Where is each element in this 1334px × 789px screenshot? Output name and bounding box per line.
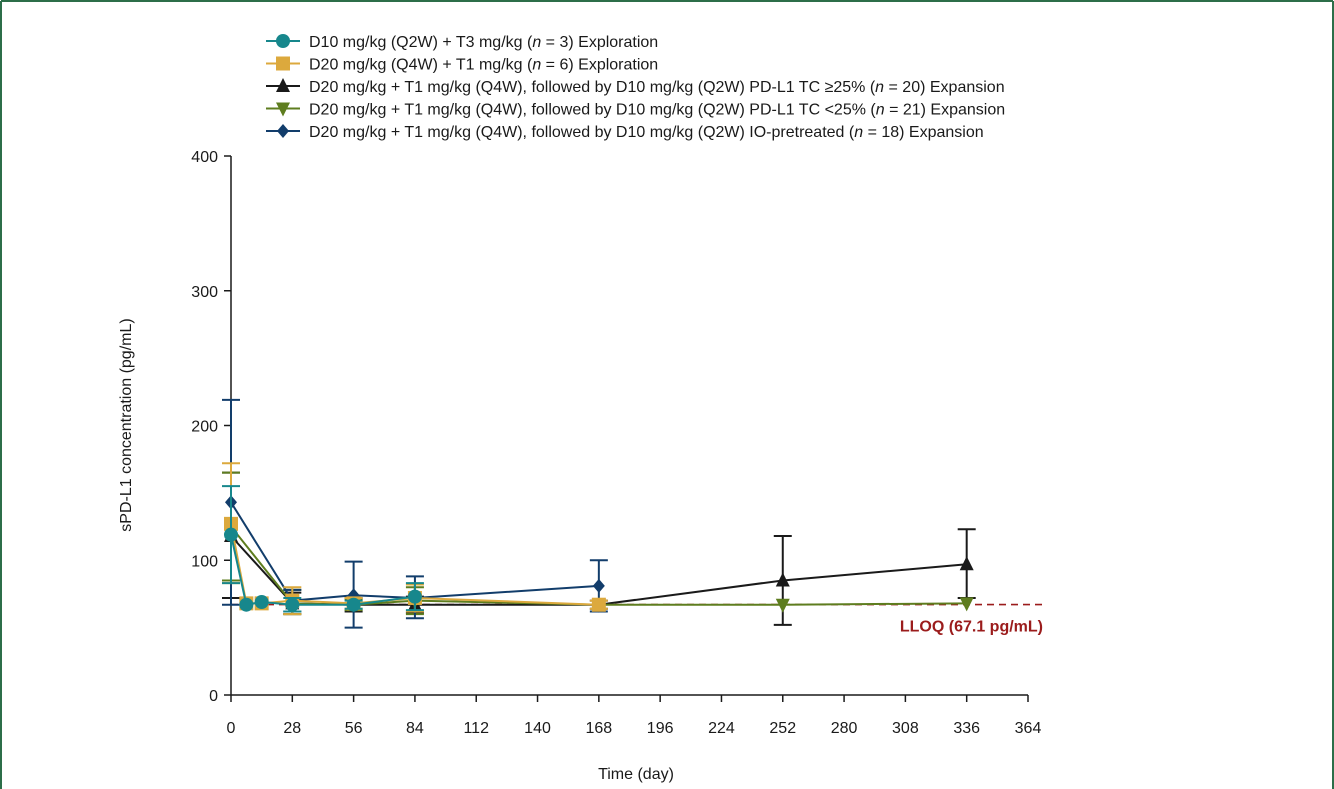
legend-label: D20 mg/kg + T1 mg/kg (Q4W), followed by … bbox=[309, 79, 1005, 96]
data-point bbox=[775, 572, 790, 587]
x-tick-label: 168 bbox=[585, 720, 612, 737]
data-point bbox=[346, 597, 361, 612]
axes: 0 100 200 300 400 0 28 56 84 112 140 168 196 224 252 28… bbox=[191, 149, 1041, 737]
series-line bbox=[230, 534, 416, 606]
legend-label: D10 mg/kg (Q2W) + T3 mg/kg (n = 3) Explo… bbox=[309, 34, 658, 51]
data-point bbox=[239, 597, 254, 612]
data-point bbox=[254, 595, 269, 610]
data-point bbox=[591, 597, 606, 612]
x-tick-label: 196 bbox=[647, 720, 674, 737]
legend-marker bbox=[276, 102, 290, 117]
x-tick-label: 140 bbox=[524, 720, 551, 737]
x-tick-label: 224 bbox=[708, 720, 735, 737]
legend: D10 mg/kg (Q2W) + T3 mg/kg (n = 3) Explo… bbox=[266, 34, 1005, 141]
y-tick-label: 300 bbox=[191, 284, 218, 301]
data-point bbox=[959, 556, 974, 571]
y-tick-label: 0 bbox=[209, 688, 218, 705]
legend-label: D20 mg/kg (Q4W) + T1 mg/kg (n = 6) Explo… bbox=[309, 57, 658, 74]
data-point bbox=[775, 598, 790, 613]
x-tick-label: 280 bbox=[831, 720, 858, 737]
legend-entry: D20 mg/kg (Q4W) + T1 mg/kg (n = 6) Explo… bbox=[266, 56, 658, 74]
x-tick-label: 84 bbox=[406, 720, 424, 737]
data-point bbox=[224, 527, 238, 542]
x-axis-title: Time (day) bbox=[598, 766, 674, 783]
data-point bbox=[959, 597, 974, 612]
y-axis-title: sPD-L1 concentration (pg/mL) bbox=[118, 318, 135, 531]
legend-marker bbox=[276, 78, 290, 92]
data-point bbox=[285, 597, 300, 612]
legend-marker bbox=[277, 124, 289, 138]
data-point bbox=[407, 589, 422, 604]
x-tick-label: 252 bbox=[769, 720, 796, 737]
x-tick-label: 336 bbox=[953, 720, 980, 737]
x-tick-label: 112 bbox=[463, 720, 489, 737]
legend-label: D20 mg/kg + T1 mg/kg (Q4W), followed by … bbox=[309, 102, 1005, 119]
x-tick-label: 28 bbox=[283, 720, 301, 737]
legend-entry: D20 mg/kg + T1 mg/kg (Q4W), followed by … bbox=[266, 124, 984, 141]
x-tick-label: 56 bbox=[345, 720, 363, 737]
y-tick-label: 100 bbox=[191, 553, 218, 570]
y-tick-label: 400 bbox=[191, 149, 218, 166]
lloq-label: LLOQ (67.1 pg/mL) bbox=[900, 619, 1043, 636]
legend-entry: D20 mg/kg + T1 mg/kg (Q4W), followed by … bbox=[266, 78, 1005, 96]
series-group bbox=[222, 485, 424, 613]
data-point bbox=[592, 578, 605, 593]
legend-entry: D10 mg/kg (Q2W) + T3 mg/kg (n = 3) Explo… bbox=[266, 34, 658, 51]
legend-entry: D20 mg/kg + T1 mg/kg (Q4W), followed by … bbox=[266, 102, 1005, 119]
x-tick-label: 308 bbox=[892, 720, 919, 737]
plot-area: LLOQ (67.1 pg/mL) bbox=[222, 398, 1045, 636]
x-tick-label: 364 bbox=[1015, 720, 1042, 737]
x-tick-label: 0 bbox=[227, 720, 236, 737]
y-tick-label: 200 bbox=[191, 419, 218, 436]
legend-marker bbox=[276, 56, 290, 71]
legend-label: D20 mg/kg + T1 mg/kg (Q4W), followed by … bbox=[309, 124, 984, 141]
legend-marker bbox=[276, 34, 290, 48]
